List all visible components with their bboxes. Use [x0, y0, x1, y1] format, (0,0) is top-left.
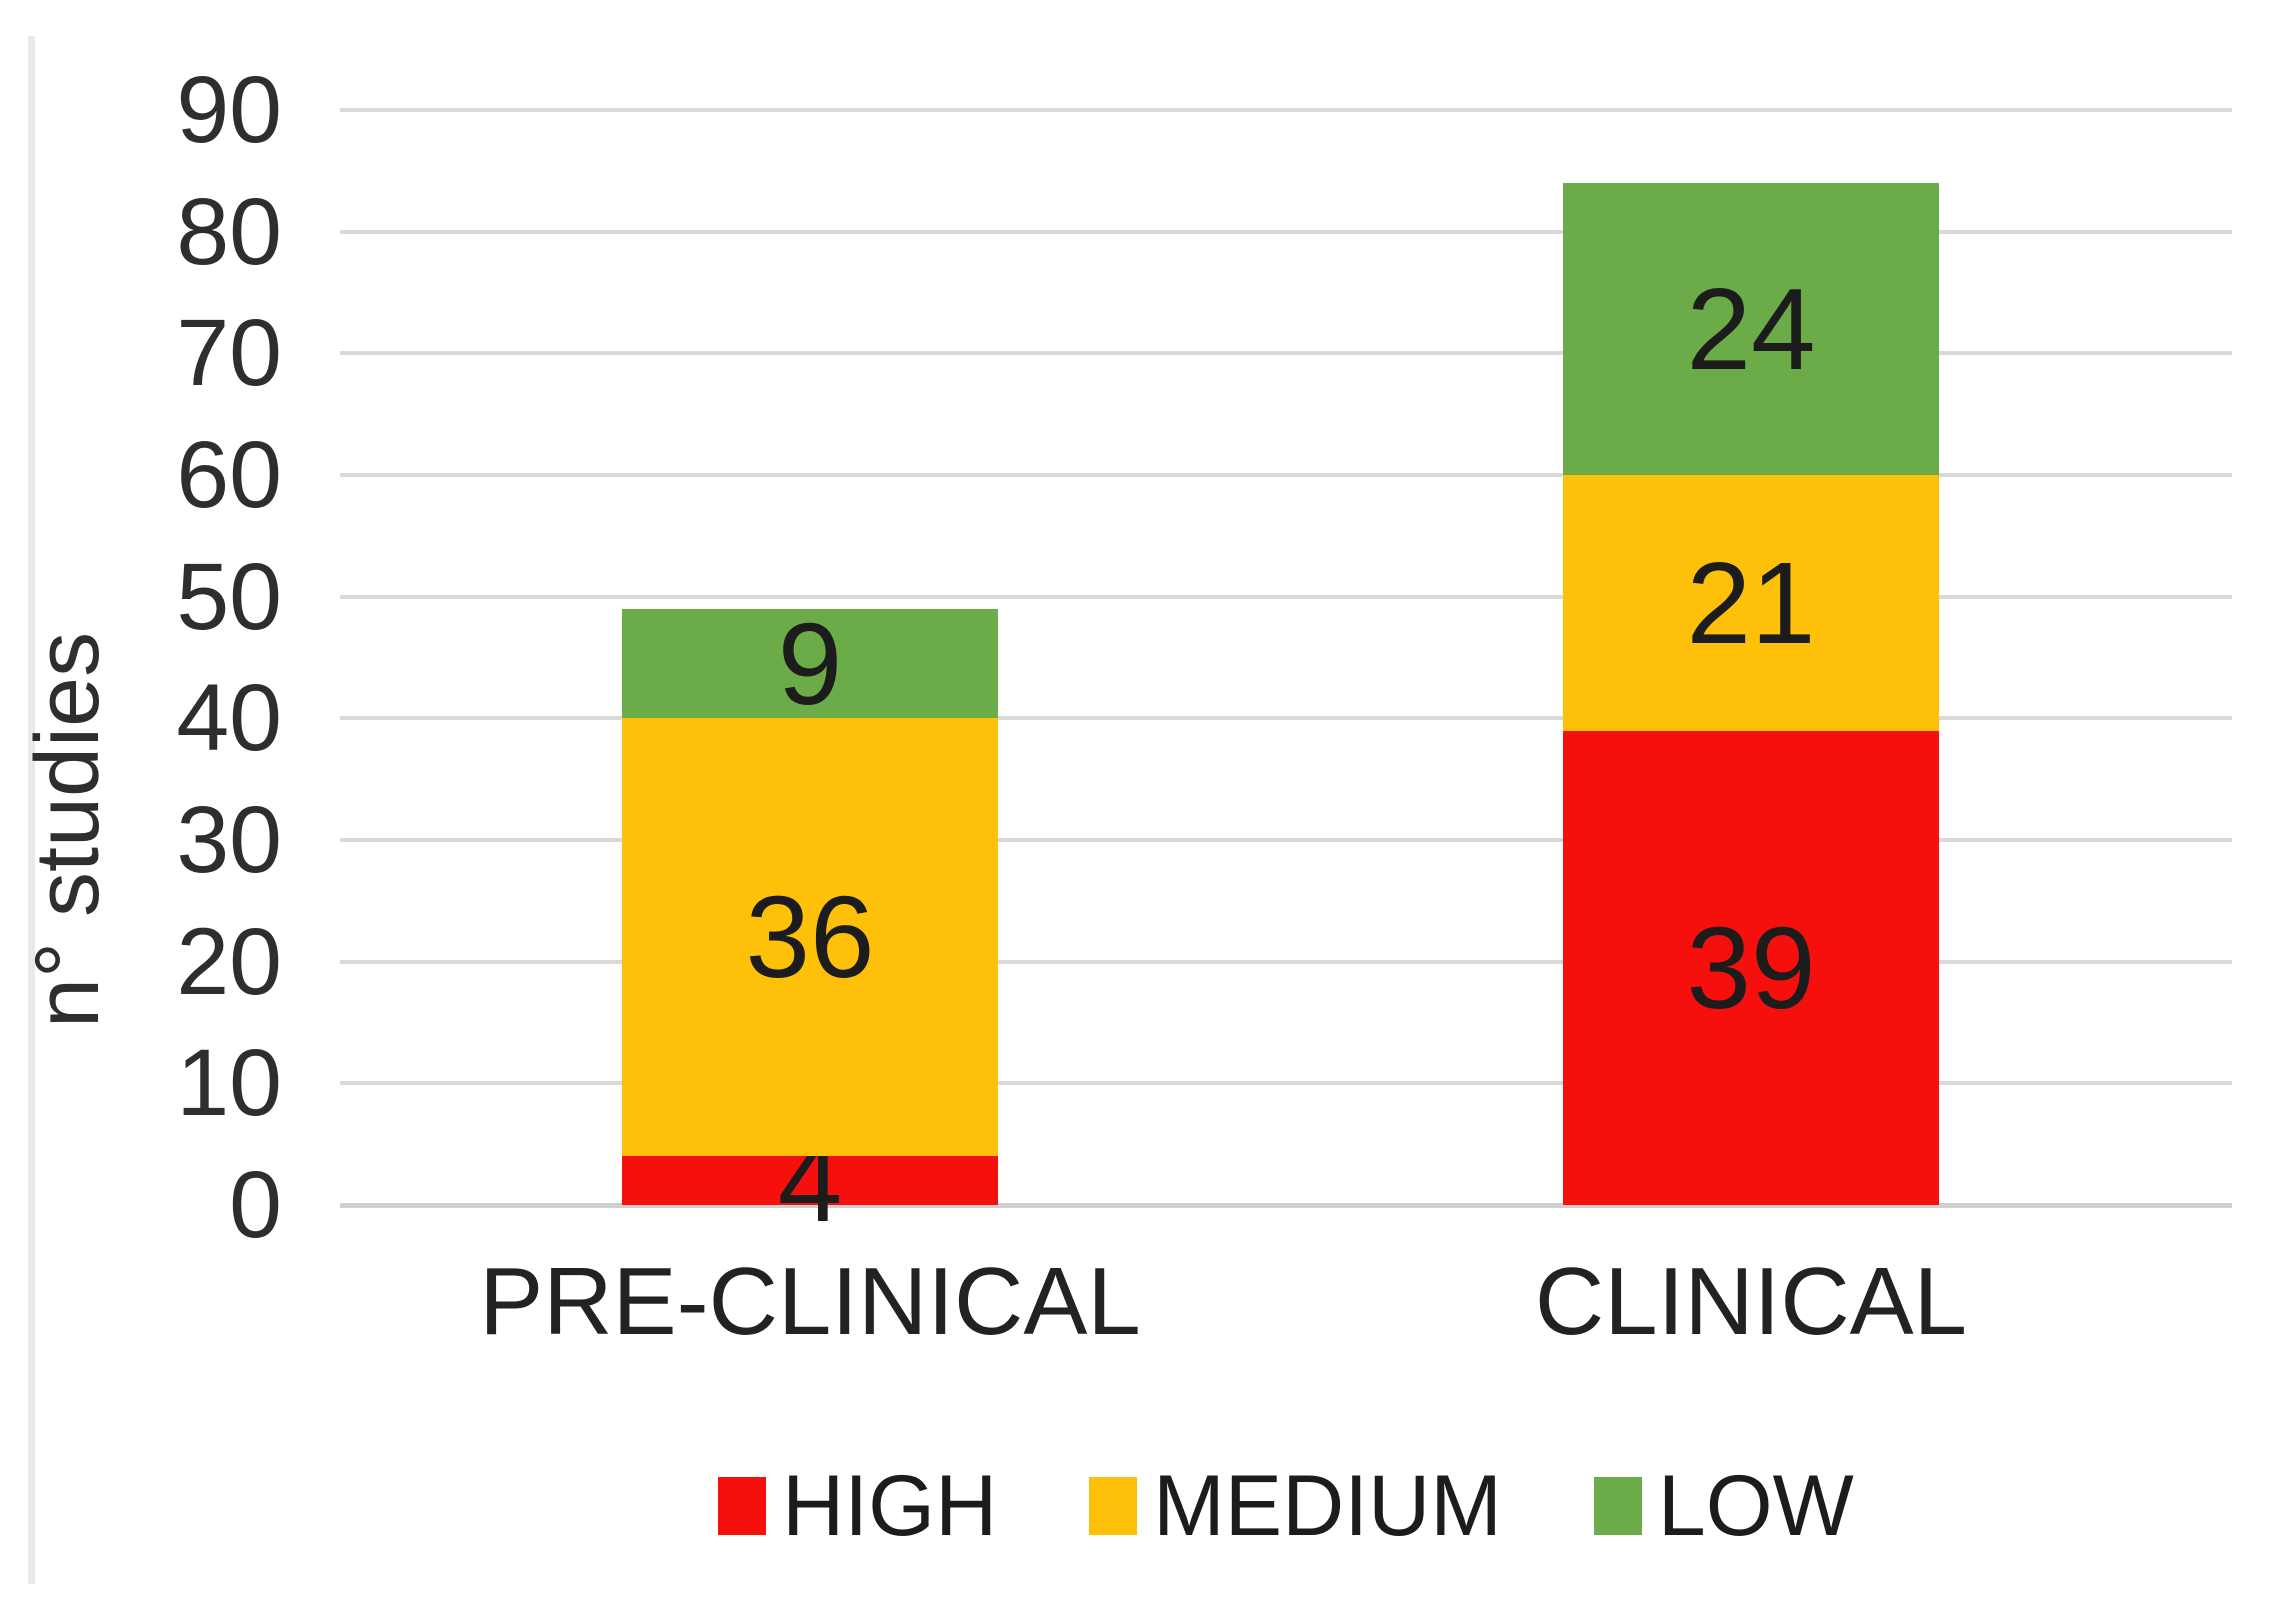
gridline-80 [340, 229, 2232, 234]
bar-value-label: 39 [1686, 902, 1816, 1033]
bar-value-label: 24 [1686, 264, 1816, 394]
bar-segment-low-clinical: 24 [1563, 183, 1939, 475]
y-tick-label-20: 20 [176, 908, 282, 1015]
y-tick-label-50: 50 [176, 543, 282, 650]
gridline-70 [340, 351, 2232, 356]
y-tick-label-30: 30 [176, 787, 282, 893]
gridline-50 [340, 594, 2232, 599]
legend: HIGH MEDIUM LOW [340, 1448, 2232, 1564]
legend-swatch-medium [1089, 1477, 1138, 1535]
legend-item-low: LOW [1593, 1458, 1854, 1554]
legend-label-medium: MEDIUM [1153, 1458, 1502, 1554]
bar-segment-high-pre-clinical: 4 [622, 1123, 998, 1239]
bar-value-label: 36 [745, 872, 875, 1003]
gridline-30 [340, 838, 2232, 842]
y-tick-label-90: 90 [176, 57, 282, 163]
gridline-20 [340, 959, 2232, 964]
bar-value-label: 21 [1686, 537, 1816, 668]
legend-swatch-low [1593, 1477, 1642, 1535]
y-tick-label-60: 60 [176, 422, 282, 528]
bar-segment-low-pre-clinical: 9 [622, 598, 998, 729]
y-tick-label-40: 40 [176, 665, 282, 772]
bar-segment-high-clinical: 39 [1563, 730, 1939, 1205]
bar-segment-medium-pre-clinical: 36 [622, 718, 998, 1157]
gridline-0 [340, 1203, 2232, 1208]
gridline-40 [340, 716, 2232, 721]
y-tick-label-80: 80 [176, 178, 282, 285]
legend-swatch-high [718, 1477, 767, 1535]
x-axis-label-clinical: CLINICAL [1534, 1248, 1968, 1355]
legend-item-medium: MEDIUM [1089, 1463, 1502, 1549]
gridline-90 [340, 108, 2232, 112]
y-tick-label-0: 0 [229, 1152, 282, 1258]
y-tick-label-10: 10 [176, 1030, 282, 1137]
y-tick-label-70: 70 [176, 300, 282, 407]
gridline-60 [340, 473, 2232, 477]
legend-label-high: HIGH [782, 1458, 998, 1554]
legend-item-high: HIGH [718, 1463, 997, 1549]
x-axis-label-pre-clinical: PRE-CLINICAL [479, 1248, 1141, 1355]
figure-left-border [28, 36, 35, 1584]
gridline-10 [340, 1081, 2232, 1086]
bar-value-label: 9 [777, 598, 843, 729]
legend-label-low: LOW [1657, 1458, 1854, 1554]
bar-segment-medium-clinical: 21 [1563, 475, 1939, 731]
